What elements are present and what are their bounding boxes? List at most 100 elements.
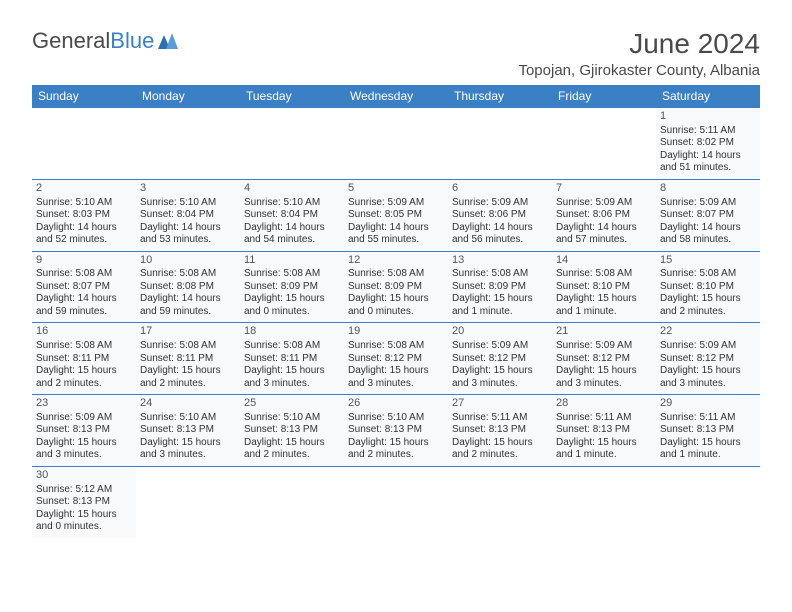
day-number: 12 (348, 254, 444, 268)
day-number: 14 (556, 254, 652, 268)
day-number: 3 (140, 182, 236, 196)
header: GeneralBlue June 2024 Topojan, Gjirokast… (32, 28, 760, 79)
calendar-cell (240, 108, 344, 180)
calendar-cell: 7Sunrise: 5:09 AMSunset: 8:06 PMDaylight… (552, 179, 656, 251)
calendar-row: 23Sunrise: 5:09 AMSunset: 8:13 PMDayligh… (32, 395, 760, 467)
calendar-row: 2Sunrise: 5:10 AMSunset: 8:03 PMDaylight… (32, 179, 760, 251)
day-number: 18 (244, 325, 340, 339)
day-info: Sunrise: 5:09 AMSunset: 8:06 PMDaylight:… (556, 197, 652, 247)
day-number: 2 (36, 182, 132, 196)
day-number: 13 (452, 254, 548, 268)
calendar-cell: 16Sunrise: 5:08 AMSunset: 8:11 PMDayligh… (32, 323, 136, 395)
day-number: 16 (36, 325, 132, 339)
calendar-cell: 13Sunrise: 5:08 AMSunset: 8:09 PMDayligh… (448, 251, 552, 323)
day-info: Sunrise: 5:09 AMSunset: 8:06 PMDaylight:… (452, 197, 548, 247)
calendar-cell: 3Sunrise: 5:10 AMSunset: 8:04 PMDaylight… (136, 179, 240, 251)
title-block: June 2024 Topojan, Gjirokaster County, A… (518, 28, 760, 79)
calendar-cell (344, 108, 448, 180)
day-number: 23 (36, 397, 132, 411)
day-header: Tuesday (240, 85, 344, 108)
day-info: Sunrise: 5:08 AMSunset: 8:10 PMDaylight:… (556, 268, 652, 318)
day-info: Sunrise: 5:11 AMSunset: 8:13 PMDaylight:… (660, 412, 756, 462)
page-title: June 2024 (518, 28, 760, 60)
calendar-cell: 21Sunrise: 5:09 AMSunset: 8:12 PMDayligh… (552, 323, 656, 395)
calendar-cell (240, 466, 344, 537)
day-number: 24 (140, 397, 236, 411)
day-number: 26 (348, 397, 444, 411)
calendar-cell: 24Sunrise: 5:10 AMSunset: 8:13 PMDayligh… (136, 395, 240, 467)
day-info: Sunrise: 5:08 AMSunset: 8:09 PMDaylight:… (244, 268, 340, 318)
calendar-cell (344, 466, 448, 537)
calendar-cell: 22Sunrise: 5:09 AMSunset: 8:12 PMDayligh… (656, 323, 760, 395)
day-number: 9 (36, 254, 132, 268)
day-info: Sunrise: 5:11 AMSunset: 8:13 PMDaylight:… (556, 412, 652, 462)
day-number: 11 (244, 254, 340, 268)
calendar-row: 30Sunrise: 5:12 AMSunset: 8:13 PMDayligh… (32, 466, 760, 537)
day-info: Sunrise: 5:09 AMSunset: 8:07 PMDaylight:… (660, 197, 756, 247)
calendar-cell: 26Sunrise: 5:10 AMSunset: 8:13 PMDayligh… (344, 395, 448, 467)
day-header: Sunday (32, 85, 136, 108)
day-number: 7 (556, 182, 652, 196)
calendar-cell: 27Sunrise: 5:11 AMSunset: 8:13 PMDayligh… (448, 395, 552, 467)
calendar-cell: 12Sunrise: 5:08 AMSunset: 8:09 PMDayligh… (344, 251, 448, 323)
calendar-cell (136, 466, 240, 537)
calendar-row: 16Sunrise: 5:08 AMSunset: 8:11 PMDayligh… (32, 323, 760, 395)
day-header: Wednesday (344, 85, 448, 108)
calendar-cell: 11Sunrise: 5:08 AMSunset: 8:09 PMDayligh… (240, 251, 344, 323)
day-info: Sunrise: 5:08 AMSunset: 8:11 PMDaylight:… (36, 340, 132, 390)
calendar-cell: 18Sunrise: 5:08 AMSunset: 8:11 PMDayligh… (240, 323, 344, 395)
day-number: 20 (452, 325, 548, 339)
day-header-row: Sunday Monday Tuesday Wednesday Thursday… (32, 85, 760, 108)
day-number: 8 (660, 182, 756, 196)
calendar-row: 9Sunrise: 5:08 AMSunset: 8:07 PMDaylight… (32, 251, 760, 323)
calendar-cell (552, 108, 656, 180)
calendar-cell (448, 466, 552, 537)
day-info: Sunrise: 5:08 AMSunset: 8:09 PMDaylight:… (348, 268, 444, 318)
day-info: Sunrise: 5:08 AMSunset: 8:12 PMDaylight:… (348, 340, 444, 390)
day-number: 28 (556, 397, 652, 411)
day-number: 17 (140, 325, 236, 339)
day-info: Sunrise: 5:11 AMSunset: 8:13 PMDaylight:… (452, 412, 548, 462)
day-info: Sunrise: 5:09 AMSunset: 8:12 PMDaylight:… (660, 340, 756, 390)
day-info: Sunrise: 5:08 AMSunset: 8:10 PMDaylight:… (660, 268, 756, 318)
calendar-cell (448, 108, 552, 180)
calendar-cell: 19Sunrise: 5:08 AMSunset: 8:12 PMDayligh… (344, 323, 448, 395)
location-subtitle: Topojan, Gjirokaster County, Albania (518, 62, 760, 79)
brand-part2: Blue (110, 28, 154, 53)
day-info: Sunrise: 5:10 AMSunset: 8:04 PMDaylight:… (244, 197, 340, 247)
day-info: Sunrise: 5:10 AMSunset: 8:04 PMDaylight:… (140, 197, 236, 247)
day-info: Sunrise: 5:08 AMSunset: 8:08 PMDaylight:… (140, 268, 236, 318)
day-header: Monday (136, 85, 240, 108)
day-number: 15 (660, 254, 756, 268)
calendar-cell: 6Sunrise: 5:09 AMSunset: 8:06 PMDaylight… (448, 179, 552, 251)
day-info: Sunrise: 5:08 AMSunset: 8:09 PMDaylight:… (452, 268, 548, 318)
calendar-cell: 28Sunrise: 5:11 AMSunset: 8:13 PMDayligh… (552, 395, 656, 467)
day-info: Sunrise: 5:10 AMSunset: 8:13 PMDaylight:… (140, 412, 236, 462)
day-number: 10 (140, 254, 236, 268)
day-number: 27 (452, 397, 548, 411)
day-number: 19 (348, 325, 444, 339)
flag-icon (158, 33, 178, 49)
calendar-cell: 9Sunrise: 5:08 AMSunset: 8:07 PMDaylight… (32, 251, 136, 323)
calendar-cell: 15Sunrise: 5:08 AMSunset: 8:10 PMDayligh… (656, 251, 760, 323)
day-info: Sunrise: 5:10 AMSunset: 8:13 PMDaylight:… (348, 412, 444, 462)
calendar-cell: 4Sunrise: 5:10 AMSunset: 8:04 PMDaylight… (240, 179, 344, 251)
day-info: Sunrise: 5:10 AMSunset: 8:03 PMDaylight:… (36, 197, 132, 247)
calendar-cell (32, 108, 136, 180)
day-info: Sunrise: 5:09 AMSunset: 8:05 PMDaylight:… (348, 197, 444, 247)
day-header: Saturday (656, 85, 760, 108)
brand-name: GeneralBlue (32, 28, 154, 54)
day-number: 1 (660, 110, 756, 124)
day-header: Friday (552, 85, 656, 108)
calendar-cell: 30Sunrise: 5:12 AMSunset: 8:13 PMDayligh… (32, 466, 136, 537)
calendar-cell: 20Sunrise: 5:09 AMSunset: 8:12 PMDayligh… (448, 323, 552, 395)
day-number: 22 (660, 325, 756, 339)
day-header: Thursday (448, 85, 552, 108)
calendar-cell: 10Sunrise: 5:08 AMSunset: 8:08 PMDayligh… (136, 251, 240, 323)
calendar-cell: 2Sunrise: 5:10 AMSunset: 8:03 PMDaylight… (32, 179, 136, 251)
brand-logo: GeneralBlue (32, 28, 178, 54)
calendar-cell: 17Sunrise: 5:08 AMSunset: 8:11 PMDayligh… (136, 323, 240, 395)
day-info: Sunrise: 5:08 AMSunset: 8:11 PMDaylight:… (244, 340, 340, 390)
calendar-cell: 1Sunrise: 5:11 AMSunset: 8:02 PMDaylight… (656, 108, 760, 180)
calendar-body: 1Sunrise: 5:11 AMSunset: 8:02 PMDaylight… (32, 108, 760, 538)
